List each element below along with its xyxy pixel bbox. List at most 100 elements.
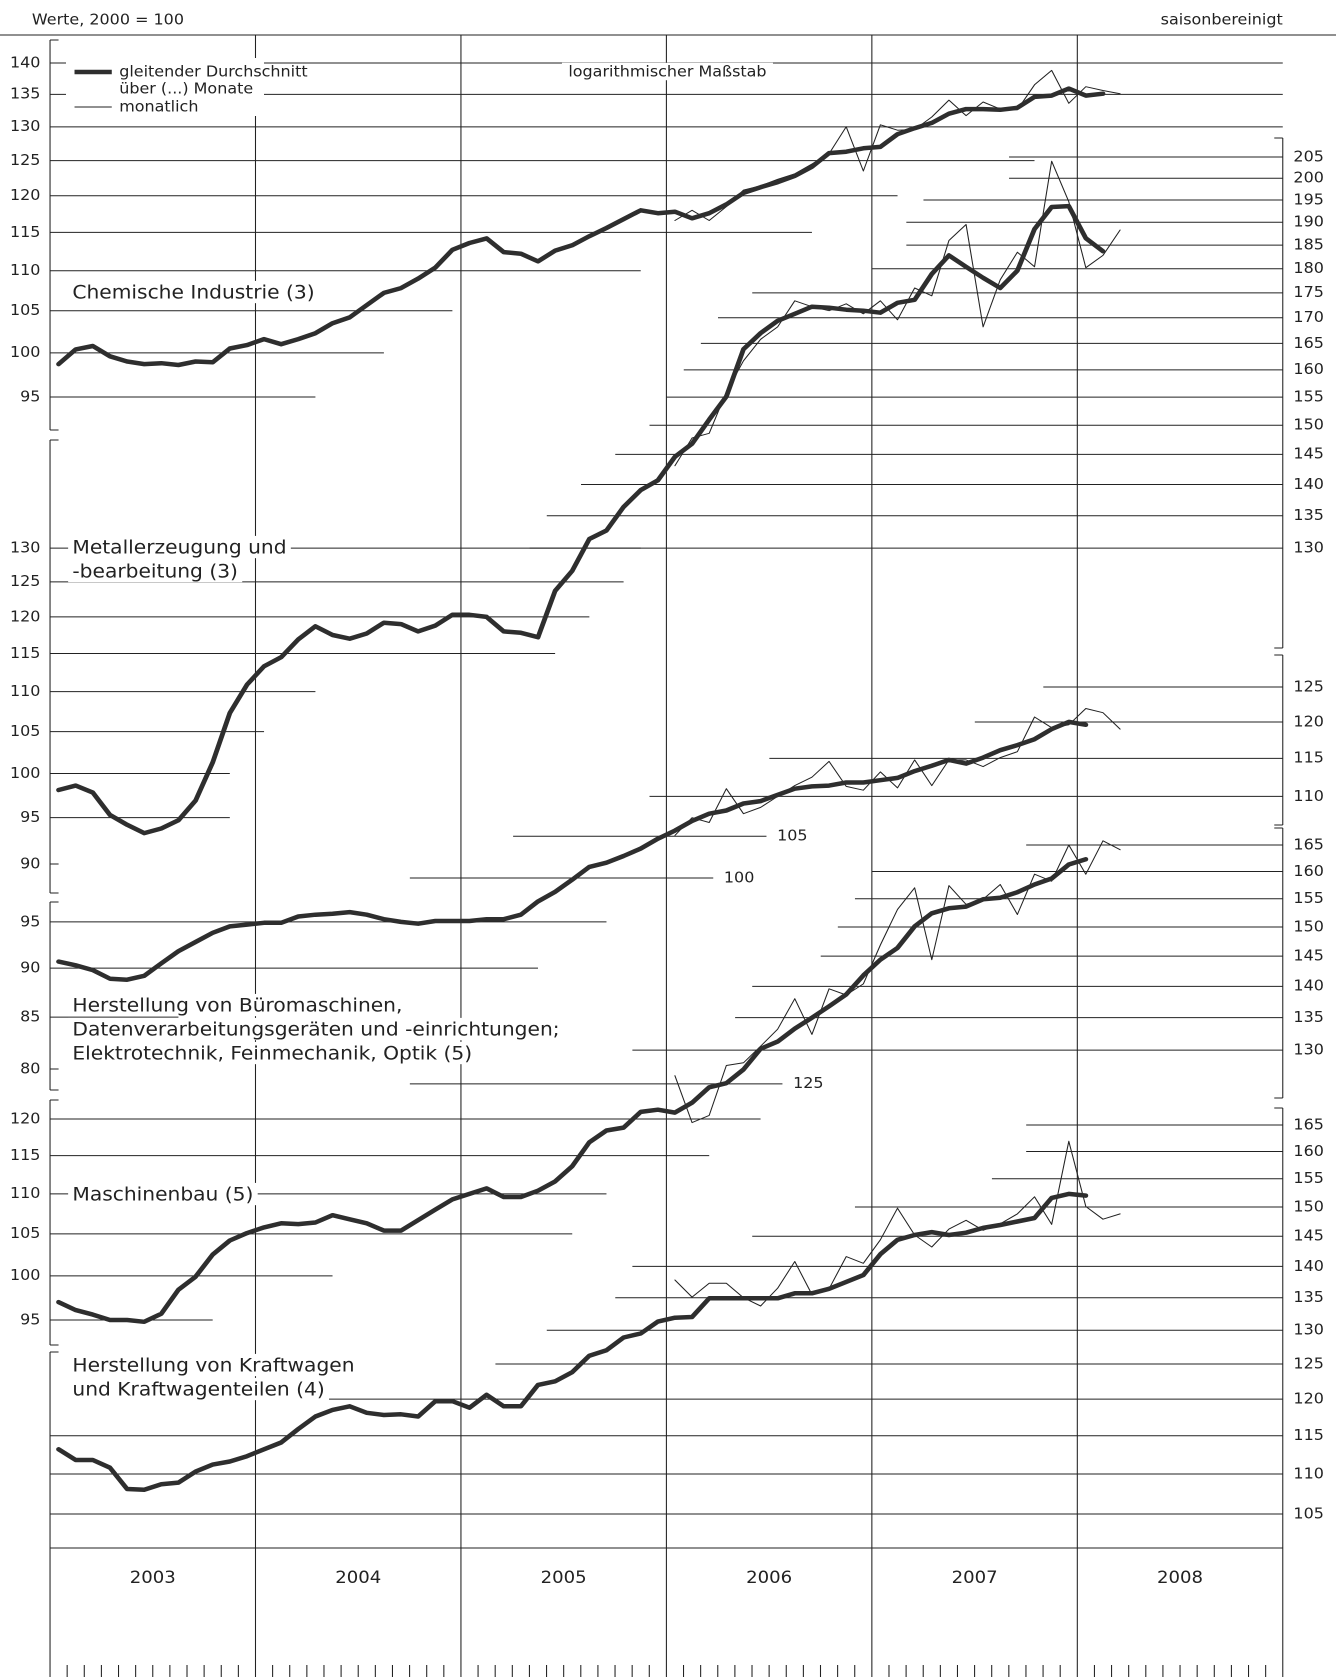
panel-title: Herstellung von Kraftwagen	[72, 1354, 354, 1376]
year-label: 2006	[746, 1568, 792, 1587]
y2-tick-label: 130	[1293, 1321, 1323, 1338]
y-tick-label: 100	[10, 344, 40, 361]
legend-background	[66, 58, 265, 116]
year-label: 2005	[541, 1568, 587, 1587]
moving-average-line	[56, 203, 1106, 836]
y2-tick-label: 110	[1293, 1465, 1323, 1482]
y2-tick-label: 160	[1293, 361, 1323, 378]
y-tick-label: 115	[10, 1146, 40, 1163]
panel-title: Herstellung von Büromaschinen,	[72, 994, 402, 1016]
year-label: 2008	[1157, 1568, 1203, 1587]
y-tick-label: 105	[10, 1225, 40, 1242]
y-tick-label: 110	[10, 262, 40, 279]
panel-title: -bearbeitung (3)	[72, 560, 238, 582]
y2-tick-label: 135	[1293, 1008, 1323, 1025]
title-background	[68, 1353, 359, 1377]
monthly-line	[674, 708, 1121, 836]
panel-title: Elektrotechnik, Feinmechanik, Optik (5)	[72, 1042, 472, 1064]
title-background	[68, 1017, 564, 1041]
y-tick-label: 100	[10, 1267, 40, 1284]
y2-tick-label: 165	[1293, 836, 1323, 853]
inner-tick-label: 105	[777, 827, 807, 844]
y2-tick-label: 145	[1293, 1227, 1323, 1244]
y2-tick-label: 195	[1293, 191, 1323, 208]
y-tick-label: 125	[10, 573, 40, 590]
y-tick-label: 120	[10, 608, 40, 625]
y2-tick-label: 135	[1293, 1289, 1323, 1306]
legend-label: monatlich	[119, 98, 198, 115]
y-tick-label: 80	[20, 1060, 40, 1077]
moving-average-line	[56, 856, 1089, 1325]
y2-tick-label: 150	[1293, 918, 1323, 935]
title-background	[68, 535, 291, 559]
y2-tick-label: 155	[1293, 1170, 1323, 1187]
y2-tick-label: 115	[1293, 749, 1323, 766]
y2-tick-label: 155	[1293, 388, 1323, 405]
y2-tick-label: 140	[1293, 977, 1323, 994]
y-tick-label: 85	[20, 1008, 40, 1025]
y2-tick-label: 150	[1293, 416, 1323, 433]
moving-average-line	[56, 1191, 1089, 1493]
title-background	[68, 1182, 258, 1206]
y2-tick-label: 140	[1293, 475, 1323, 492]
y2-tick-label: 120	[1293, 713, 1323, 730]
unit-note: Werte, 2000 = 100	[32, 11, 184, 28]
y2-tick-label: 145	[1293, 947, 1323, 964]
y2-tick-label: 110	[1293, 787, 1323, 804]
y-tick-label: 140	[10, 54, 40, 71]
y-tick-label: 110	[10, 1185, 40, 1202]
title-background	[68, 559, 243, 583]
y2-tick-label: 145	[1293, 445, 1323, 462]
y-tick-label: 95	[20, 1311, 40, 1328]
legend-label: über (...) Monate	[119, 80, 253, 97]
y2-tick-label: 160	[1293, 862, 1323, 879]
title-background	[68, 280, 319, 304]
y-tick-label: 130	[10, 539, 40, 556]
y2-tick-label: 170	[1293, 309, 1323, 326]
y-tick-label: 115	[10, 644, 40, 661]
scale-note: logarithmischer Maßstab	[568, 63, 766, 80]
title-background	[68, 1041, 477, 1065]
year-label: 2007	[952, 1568, 998, 1587]
year-label: 2004	[335, 1568, 381, 1587]
y2-tick-label: 165	[1293, 1116, 1323, 1133]
adjustment-note: saisonbereinigt	[1161, 11, 1283, 28]
y2-tick-label: 175	[1293, 284, 1323, 301]
y2-tick-label: 105	[1293, 1505, 1323, 1522]
monthly-line	[674, 1140, 1121, 1307]
moving-average-line	[56, 86, 1106, 368]
y-tick-label: 95	[20, 808, 40, 825]
note-background	[561, 62, 773, 81]
y-tick-label: 125	[10, 151, 40, 168]
y2-tick-label: 150	[1293, 1198, 1323, 1215]
title-background	[68, 993, 407, 1017]
y-tick-label: 95	[20, 913, 40, 930]
y2-tick-label: 160	[1293, 1142, 1323, 1159]
panel-title: Maschinenbau (5)	[72, 1183, 253, 1205]
y-tick-label: 100	[10, 764, 40, 781]
y2-tick-label: 120	[1293, 1390, 1323, 1407]
y-tick-label: 90	[20, 959, 40, 976]
y-tick-label: 110	[10, 682, 40, 699]
monthly-line	[674, 160, 1121, 467]
y2-tick-label: 115	[1293, 1427, 1323, 1444]
y-tick-label: 135	[10, 85, 40, 102]
y2-tick-label: 200	[1293, 169, 1323, 186]
moving-average-line	[56, 719, 1089, 982]
y2-tick-label: 125	[1293, 678, 1323, 695]
y2-tick-label: 135	[1293, 507, 1323, 524]
legend-label: gleitender Durchschnitt	[119, 63, 307, 80]
y-tick-label: 105	[10, 722, 40, 739]
y2-tick-label: 125	[1293, 1355, 1323, 1372]
inner-tick-label: 100	[724, 869, 754, 886]
y2-tick-label: 130	[1293, 1041, 1323, 1058]
y2-tick-label: 140	[1293, 1257, 1323, 1274]
panel-title: Metallerzeugung und	[72, 536, 286, 558]
panel-title: Chemische Industrie (3)	[72, 281, 314, 303]
y-tick-label: 95	[20, 388, 40, 405]
y2-tick-label: 190	[1293, 213, 1323, 230]
y-tick-label: 120	[10, 1110, 40, 1127]
y-tick-label: 120	[10, 187, 40, 204]
